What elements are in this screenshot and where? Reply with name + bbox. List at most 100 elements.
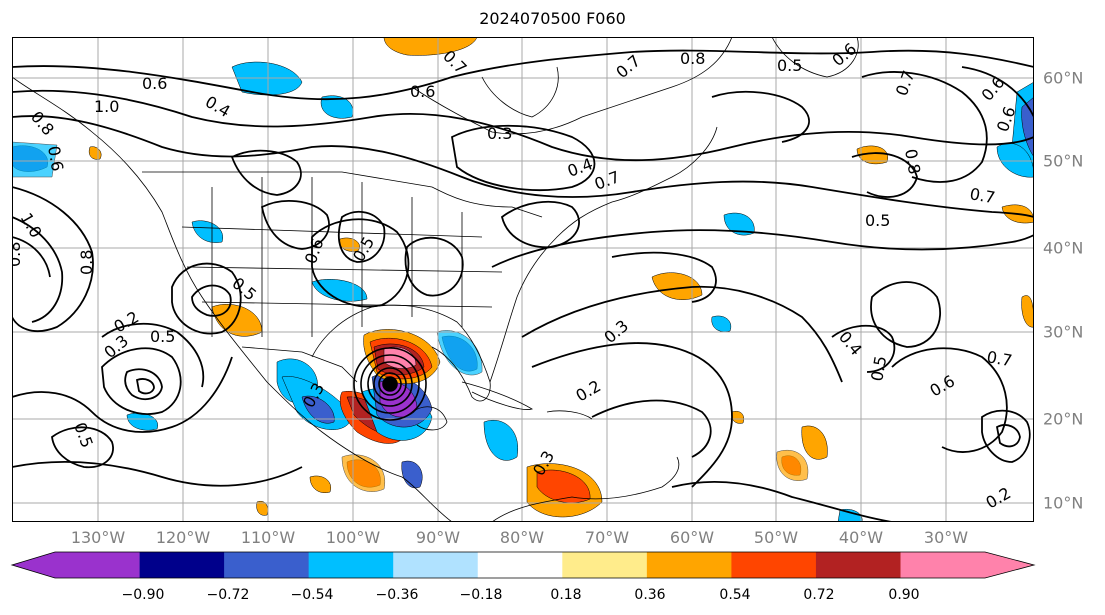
contour-label: 0.7 <box>968 184 996 207</box>
contour-label: 0.6 <box>828 39 860 70</box>
coast-west <box>12 76 453 522</box>
contour-6 <box>101 347 182 415</box>
map-canvas: 0.6 0.4 1.0 0.8 0.6 0.7 0.6 0.3 0.8 0.7 … <box>12 37 1034 522</box>
coast-hispaniola <box>546 410 593 420</box>
contour-label: 0.8 <box>77 250 96 275</box>
lon-label-120w: 120°W <box>155 528 211 547</box>
coast-yucatan <box>411 406 448 431</box>
contour-label: 0.5 <box>228 274 260 305</box>
contour-5 <box>12 216 64 323</box>
shade-orange-w <box>88 146 102 160</box>
contour-14 <box>404 236 464 297</box>
lon-label-50w: 50°W <box>753 528 799 547</box>
graticule <box>12 37 1034 522</box>
colorbar-segment <box>12 552 140 578</box>
contour-10 <box>191 284 232 317</box>
lon-label-80w: 80°W <box>499 528 545 547</box>
colorbar-label: −0.72 <box>206 587 250 603</box>
shade-orange-atl3 <box>776 450 809 481</box>
lon-label-110w: 110°W <box>240 528 296 547</box>
colorbar-segment <box>139 552 225 578</box>
shade-blue-wpac <box>126 412 159 431</box>
contour-label: 0.5 <box>777 56 802 75</box>
contour-36 <box>611 251 717 303</box>
colorbar-segment <box>646 552 732 578</box>
contour-34 <box>260 200 330 250</box>
coast-sa <box>491 456 680 522</box>
contour-label: 0.8 <box>27 107 58 139</box>
shade-blue-mex2 <box>301 395 335 424</box>
lat-label-30n: 30°N <box>1043 322 1084 342</box>
contour-label: 0.6 <box>410 82 435 101</box>
contour-7 <box>124 368 163 401</box>
contour-label: 0.4 <box>565 154 595 181</box>
contour-label: 0.5 <box>865 211 890 230</box>
lat-label-60n: 60°N <box>1043 68 1084 88</box>
contour-label: 0.7 <box>612 51 644 82</box>
contour-2 <box>12 89 1034 162</box>
shade-orange-s <box>309 475 332 493</box>
contour-25 <box>995 424 1021 448</box>
coast-gulf <box>311 304 491 402</box>
colorbar-segment <box>815 552 901 578</box>
contour-15 <box>451 124 596 191</box>
contour-label: 0.4 <box>202 92 234 121</box>
contour-label: 0.3 <box>487 124 512 143</box>
shade-orange-small1 <box>256 501 268 516</box>
contour-label: 0.2 <box>573 376 605 405</box>
contour-31 <box>51 426 114 469</box>
contour-30 <box>12 460 303 487</box>
colorbar-segment <box>308 552 394 578</box>
colorbar-label: 0.90 <box>888 587 920 603</box>
colorbar-segment <box>900 552 1034 578</box>
colorbar-label: −0.90 <box>121 587 165 603</box>
contour-22 <box>870 281 942 348</box>
contour-lines <box>12 49 1034 522</box>
lon-label-60w: 60°W <box>669 528 715 547</box>
contour-19 <box>531 342 733 488</box>
colorbar-segment <box>224 552 310 578</box>
lon-label-40w: 40°W <box>838 528 884 547</box>
contour-label: 0.6 <box>927 371 959 400</box>
contour-label: 0.8 <box>680 49 705 68</box>
lon-label-30w: 30°W <box>923 528 969 547</box>
colorbar-label: 0.54 <box>719 587 751 603</box>
shade-orange-mex2 <box>341 454 386 492</box>
lon-label-100w: 100°W <box>325 528 381 547</box>
contour-9 <box>12 356 233 433</box>
contour-12 <box>337 210 386 263</box>
contour-label: 0.5 <box>867 354 890 382</box>
contour-20 <box>591 399 712 458</box>
lat-label-50n: 50°N <box>1043 151 1084 171</box>
contour-3 <box>12 115 1034 218</box>
contour-label: 0.8 <box>901 147 924 175</box>
contour-8 <box>135 378 155 395</box>
contour-18 <box>521 285 843 383</box>
colorbar-segment <box>731 552 817 578</box>
coast-east <box>489 126 718 383</box>
shading-layer <box>12 37 1034 522</box>
contour-label: 0.7 <box>985 347 1013 370</box>
lon-label-70w: 70°W <box>584 528 630 547</box>
colorbar-label: −0.54 <box>290 587 334 603</box>
colorbar-segment <box>477 552 563 578</box>
contour-26 <box>861 71 988 183</box>
shade-blue-plains <box>311 279 368 302</box>
map-panel: 0.6 0.4 1.0 0.8 0.6 0.7 0.6 0.3 0.8 0.7 … <box>12 37 1034 522</box>
shade-blue-cam <box>401 460 423 489</box>
shade-orange-se <box>1021 295 1034 328</box>
lat-label-40n: 40°N <box>1043 238 1084 258</box>
contour-11 <box>171 262 242 335</box>
colorbar-label: 0.72 <box>803 587 835 603</box>
shade-orange-atl2 <box>801 425 828 460</box>
coast-hudson <box>481 66 559 118</box>
lat-label-10n: 10°N <box>1043 493 1084 513</box>
shade-blue-small1 <box>711 315 732 332</box>
shade-blue-carib <box>483 420 519 461</box>
contour-27 <box>961 66 1034 118</box>
coast-cuba <box>461 381 533 410</box>
colorbar-label: −0.18 <box>459 587 503 603</box>
shade-blue-fl2 <box>436 330 483 376</box>
contour-29 <box>851 152 918 198</box>
colorbar-label: −0.36 <box>375 587 419 603</box>
